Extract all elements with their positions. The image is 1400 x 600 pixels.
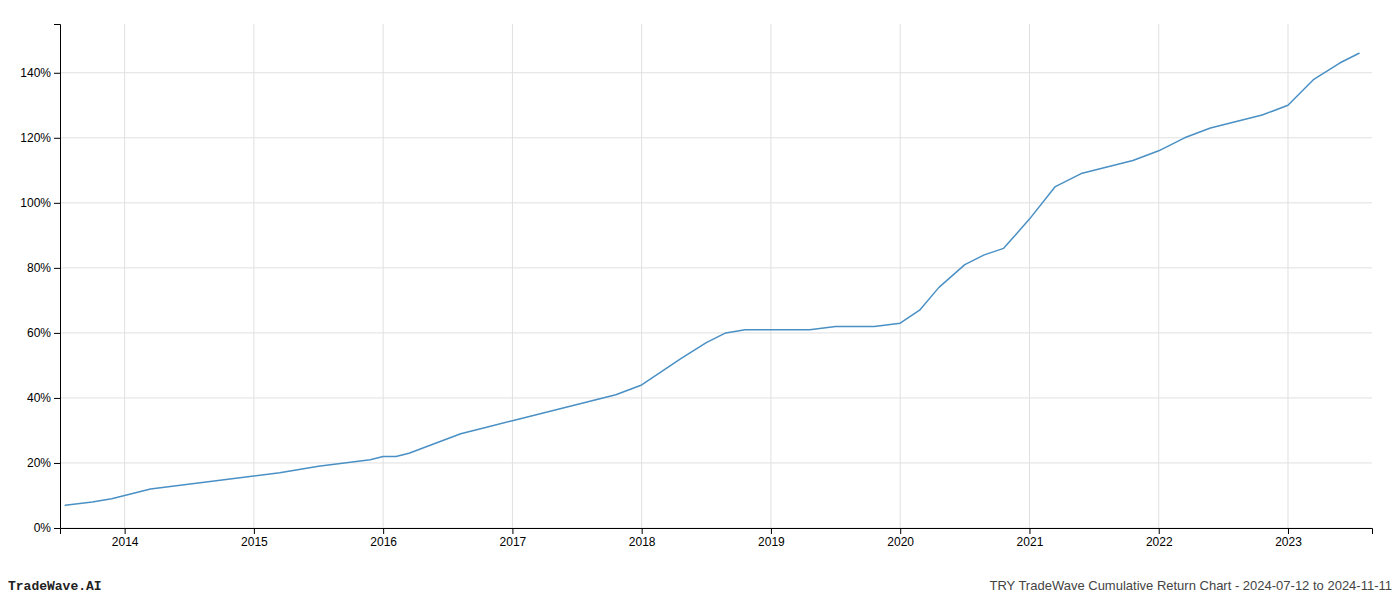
grid-line-x bbox=[253, 24, 254, 528]
grid-line-x bbox=[900, 24, 901, 528]
title: TRY TradeWave Cumulative Return Chart - … bbox=[990, 578, 1393, 593]
x-axis: 2014 2015 2016 2017 2018 2019 2020 2021 2022 2023 bbox=[61, 528, 1373, 549]
y-axis-tick: 120% bbox=[20, 131, 60, 145]
x-axis-tick-mark bbox=[1159, 528, 1160, 534]
x-axis-tick-label: 2023 bbox=[1275, 535, 1302, 549]
grid-line-y bbox=[60, 72, 1372, 73]
x-axis-tick-label: 2020 bbox=[887, 535, 914, 549]
x-axis-tick-label: 2022 bbox=[1146, 535, 1173, 549]
y-axis-tick-mark bbox=[54, 528, 60, 529]
x-axis-tick-label: 2015 bbox=[241, 535, 268, 549]
y-axis-tick-mark bbox=[54, 463, 60, 464]
x-axis-line bbox=[61, 529, 1373, 535]
x-axis-tick-mark bbox=[1029, 528, 1030, 534]
y-axis-line bbox=[54, 25, 61, 529]
y-axis-tick-label: 80% bbox=[27, 261, 51, 275]
x-axis-tick: 2021 bbox=[1017, 528, 1044, 549]
x-axis-tick-label: 2019 bbox=[758, 535, 785, 549]
x-axis-tick: 2019 bbox=[758, 528, 785, 549]
grid-line-x bbox=[383, 24, 384, 528]
y-axis-tick-mark bbox=[54, 333, 60, 334]
x-axis-tick: 2022 bbox=[1146, 528, 1173, 549]
x-axis-tick-label: 2016 bbox=[370, 535, 397, 549]
y-axis-tick-label: 140% bbox=[20, 66, 51, 80]
x-axis-tick: 2018 bbox=[629, 528, 656, 549]
x-axis-tick-label: 2021 bbox=[1017, 535, 1044, 549]
x-axis-tick-label: 2014 bbox=[112, 535, 139, 549]
grid-line-x bbox=[512, 24, 513, 528]
y-axis-tick-mark bbox=[54, 203, 60, 204]
grid-line-y bbox=[60, 267, 1372, 268]
y-axis-tick-label: 100% bbox=[20, 196, 51, 210]
y-axis-tick: 20% bbox=[27, 456, 60, 470]
y-axis-tick-label: 120% bbox=[20, 131, 51, 145]
y-axis-tick: 140% bbox=[20, 66, 60, 80]
grid-line-x bbox=[770, 24, 771, 528]
x-axis-tick-label: 2018 bbox=[629, 535, 656, 549]
line bbox=[65, 53, 1359, 505]
x-axis-tick: 2017 bbox=[500, 528, 527, 549]
y-axis-tick: 40% bbox=[27, 391, 60, 405]
x-axis-tick: 2014 bbox=[112, 528, 139, 549]
y-axis-tick-label: 60% bbox=[27, 326, 51, 340]
x-axis-tick: 2015 bbox=[241, 528, 268, 549]
grid-line-x bbox=[1158, 24, 1159, 528]
y-axis-tick: 80% bbox=[27, 261, 60, 275]
x-axis-tick: 2023 bbox=[1275, 528, 1302, 549]
y-axis-tick-mark bbox=[54, 398, 60, 399]
grid-line-y bbox=[60, 332, 1372, 333]
grid-line-x bbox=[1287, 24, 1288, 528]
grid-line-y bbox=[60, 462, 1372, 463]
x-axis-tick-label: 2017 bbox=[500, 535, 527, 549]
grid-line-y bbox=[60, 202, 1372, 203]
grid bbox=[60, 24, 1372, 528]
grid-line-y bbox=[60, 137, 1372, 138]
y-axis-tick-mark bbox=[54, 268, 60, 269]
x-axis-tick-mark bbox=[125, 528, 126, 534]
y-axis-tick-mark bbox=[54, 138, 60, 139]
grid-line-x bbox=[1029, 24, 1030, 528]
y-axis-tick: 0% bbox=[34, 521, 60, 535]
y-axis-tick: 100% bbox=[20, 196, 60, 210]
y-axis-tick-label: 40% bbox=[27, 391, 51, 405]
x-axis-tick: 2016 bbox=[370, 528, 397, 549]
chart: 2014 2015 2016 2017 2018 2019 2020 2021 2022 2023… bbox=[0, 0, 1400, 600]
y-axis-tick-label: 0% bbox=[34, 521, 52, 535]
x-axis-tick-mark bbox=[254, 528, 255, 534]
x-axis-tick-mark bbox=[1288, 528, 1289, 534]
x-axis-tick-mark bbox=[512, 528, 513, 534]
grid-line-x bbox=[124, 24, 125, 528]
y-axis-tick-mark bbox=[54, 73, 60, 74]
x-axis-tick: 2020 bbox=[887, 528, 914, 549]
y-axis-tick-label: 20% bbox=[27, 456, 51, 470]
annotation: TradeWave.AI bbox=[8, 579, 102, 594]
y-axis-tick: 60% bbox=[27, 326, 60, 340]
x-axis-tick-mark bbox=[642, 528, 643, 534]
series-group bbox=[65, 53, 1359, 505]
x-axis-tick-mark bbox=[383, 528, 384, 534]
grid-line-y bbox=[60, 397, 1372, 398]
grid-line-x bbox=[641, 24, 642, 528]
y-axis: 0% 20% 40% 60% 80% 100% 120% 140% bbox=[20, 25, 60, 536]
plot-area: 2014 2015 2016 2017 2018 2019 2020 2021 2022 2023… bbox=[20, 24, 1372, 549]
x-axis-tick-mark bbox=[771, 528, 772, 534]
x-axis-tick-mark bbox=[900, 528, 901, 534]
